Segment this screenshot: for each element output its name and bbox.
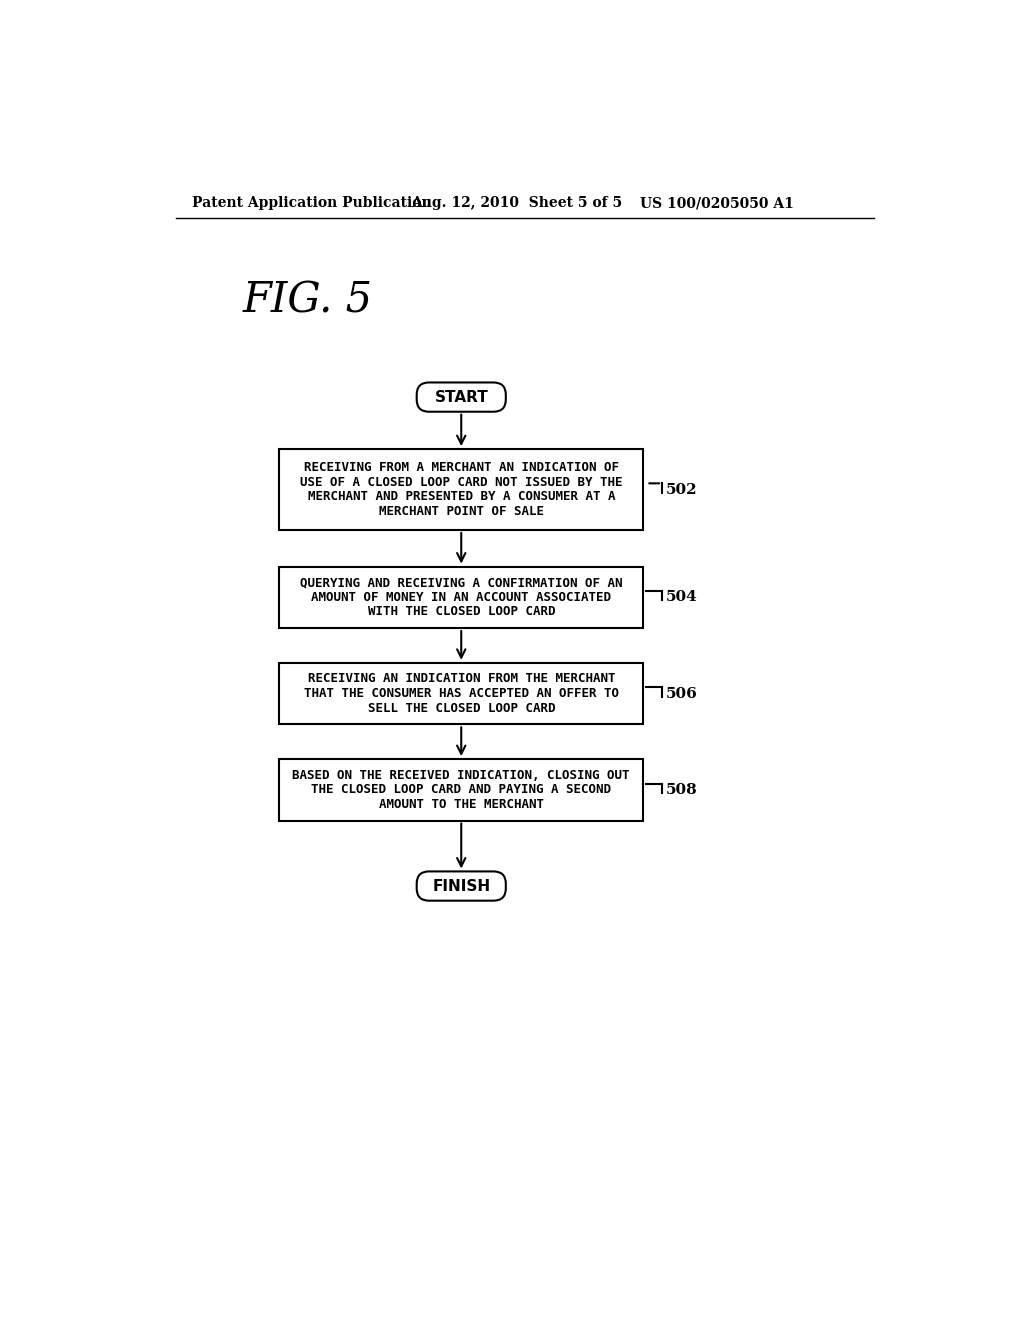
Text: START: START <box>434 389 488 405</box>
Text: USE OF A CLOSED LOOP CARD NOT ISSUED BY THE: USE OF A CLOSED LOOP CARD NOT ISSUED BY … <box>300 475 623 488</box>
Text: 504: 504 <box>666 590 697 605</box>
Text: SELL THE CLOSED LOOP CARD: SELL THE CLOSED LOOP CARD <box>368 702 555 714</box>
Text: 506: 506 <box>666 686 697 701</box>
Text: MERCHANT AND PRESENTED BY A CONSUMER AT A: MERCHANT AND PRESENTED BY A CONSUMER AT … <box>307 490 615 503</box>
Text: FINISH: FINISH <box>432 879 490 894</box>
Text: Aug. 12, 2010  Sheet 5 of 5: Aug. 12, 2010 Sheet 5 of 5 <box>411 197 622 210</box>
FancyBboxPatch shape <box>417 871 506 900</box>
Bar <box>280 663 643 725</box>
Bar <box>280 759 643 821</box>
Text: Patent Application Publication: Patent Application Publication <box>191 197 431 210</box>
Text: RECEIVING AN INDICATION FROM THE MERCHANT: RECEIVING AN INDICATION FROM THE MERCHAN… <box>307 672 615 685</box>
Text: 508: 508 <box>666 783 697 797</box>
Text: BASED ON THE RECEIVED INDICATION, CLOSING OUT: BASED ON THE RECEIVED INDICATION, CLOSIN… <box>293 768 630 781</box>
Text: AMOUNT OF MONEY IN AN ACCOUNT ASSOCIATED: AMOUNT OF MONEY IN AN ACCOUNT ASSOCIATED <box>311 591 611 603</box>
Text: THE CLOSED LOOP CARD AND PAYING A SECOND: THE CLOSED LOOP CARD AND PAYING A SECOND <box>311 783 611 796</box>
Text: WITH THE CLOSED LOOP CARD: WITH THE CLOSED LOOP CARD <box>368 606 555 619</box>
Text: QUERYING AND RECEIVING A CONFIRMATION OF AN: QUERYING AND RECEIVING A CONFIRMATION OF… <box>300 576 623 589</box>
Bar <box>280 566 643 628</box>
Bar <box>280 449 643 529</box>
Text: MERCHANT POINT OF SALE: MERCHANT POINT OF SALE <box>379 506 544 517</box>
Text: THAT THE CONSUMER HAS ACCEPTED AN OFFER TO: THAT THE CONSUMER HAS ACCEPTED AN OFFER … <box>304 686 618 700</box>
Text: AMOUNT TO THE MERCHANT: AMOUNT TO THE MERCHANT <box>379 797 544 810</box>
Text: 502: 502 <box>666 483 697 496</box>
Text: RECEIVING FROM A MERCHANT AN INDICATION OF: RECEIVING FROM A MERCHANT AN INDICATION … <box>304 461 618 474</box>
FancyBboxPatch shape <box>417 383 506 412</box>
Text: FIG. 5: FIG. 5 <box>243 280 373 322</box>
Text: US 100/0205050 A1: US 100/0205050 A1 <box>640 197 794 210</box>
